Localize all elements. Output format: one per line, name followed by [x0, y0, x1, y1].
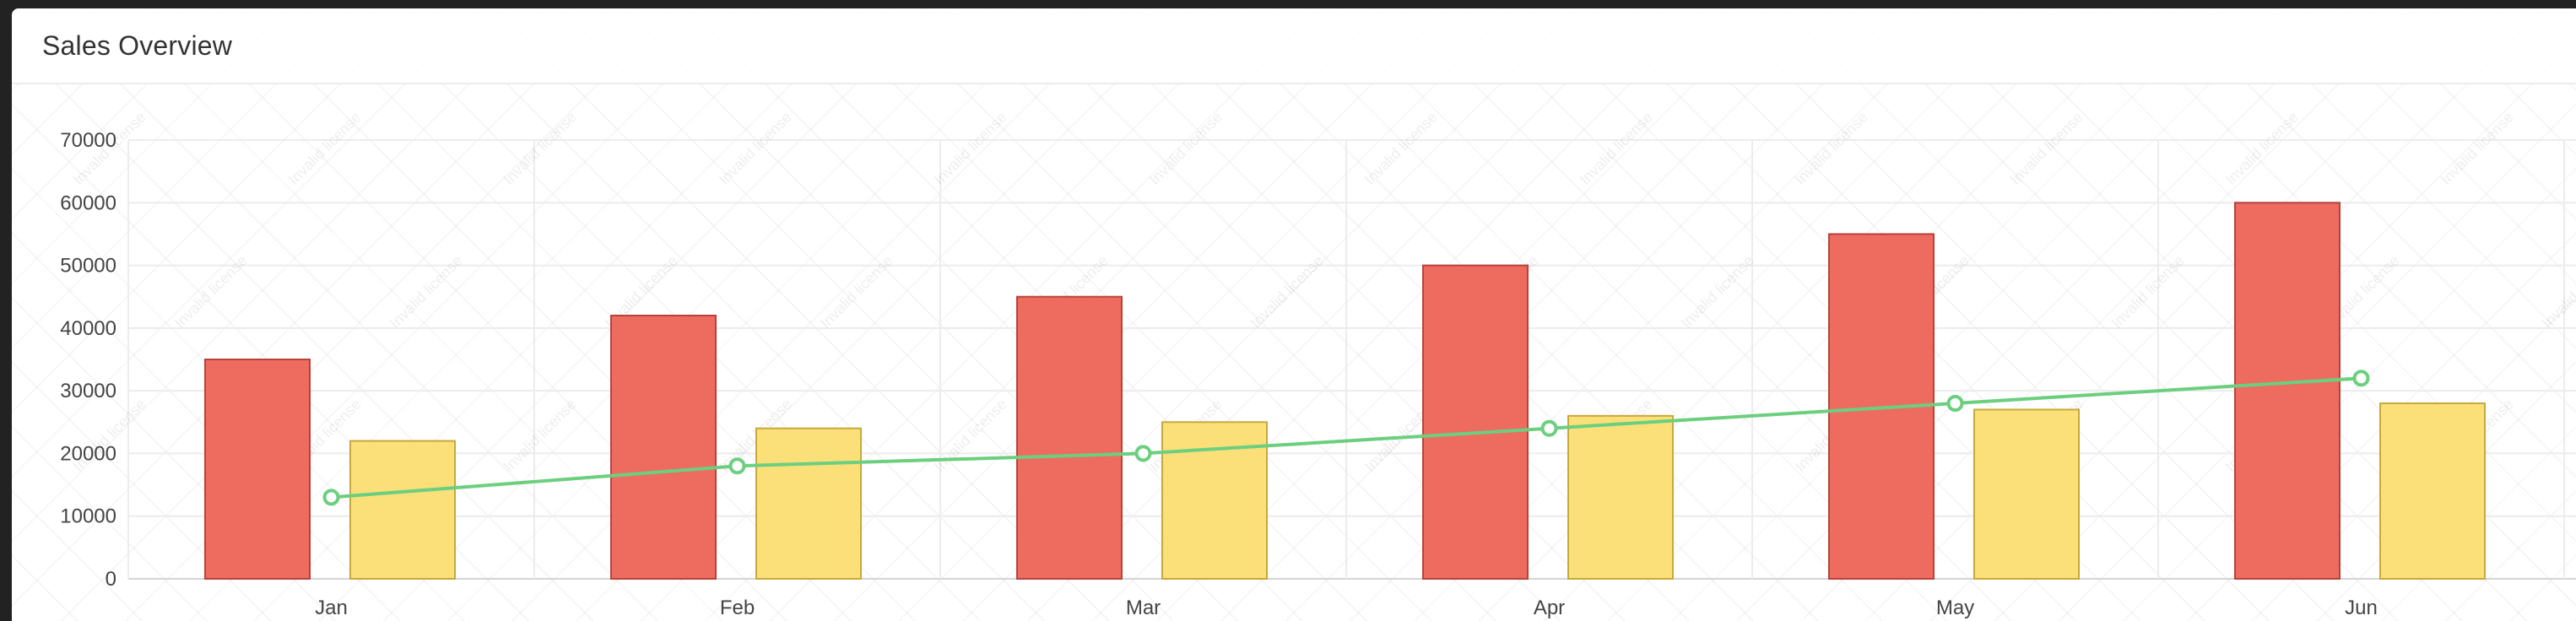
watermark-text: Invalid license: [387, 252, 466, 332]
watermark-text: Invalid license: [1146, 109, 1226, 188]
y-tick-label: 0: [106, 568, 116, 591]
x-tick-label: Jun: [2345, 597, 2378, 619]
x-tick-label: May: [1936, 597, 1974, 619]
y-tick-label: 60000: [60, 192, 116, 214]
watermark-text: Invalid license: [501, 109, 580, 188]
watermark-text: Invalid license: [2539, 252, 2576, 332]
watermark-text: Invalid license: [2007, 109, 2086, 188]
trend-point-apr: [1540, 419, 1558, 437]
trend-point-mar: [1134, 445, 1152, 462]
x-tick-label: Jan: [315, 597, 348, 619]
trend-point-feb: [728, 457, 746, 475]
watermark-text: Invalid license: [931, 109, 1010, 188]
bar-red-feb: [610, 315, 717, 580]
chart-card: Sales Overview 0 10000 20000 30000 40000 5000…: [12, 8, 2576, 621]
watermark-text: Invalid license: [2438, 109, 2517, 188]
card-header: Sales Overview: [12, 8, 2576, 84]
bar-red-jun: [2234, 202, 2341, 580]
trend-line: [331, 376, 2362, 500]
bar-yellow-jan: [349, 440, 456, 580]
y-tick-label: 30000: [60, 380, 116, 402]
watermark-text: Invalid license: [716, 109, 795, 188]
watermark-text: Invalid license: [1792, 109, 1871, 188]
watermark-text: Invalid license: [2222, 109, 2302, 188]
y-tick-label: 20000: [60, 442, 116, 465]
watermark-text: Invalid license: [1678, 252, 1757, 332]
y-tick-label: 10000: [60, 505, 116, 528]
watermark-text: Invalid license: [171, 252, 251, 332]
x-tick-label: Mar: [1126, 597, 1161, 619]
trend-point-jan: [322, 489, 340, 506]
bar-red-mar: [1016, 295, 1123, 580]
watermark-text: Invalid license: [931, 396, 1010, 475]
bar-red-apr: [1422, 264, 1529, 580]
bar-red-jan: [204, 359, 311, 580]
chart-area: 0 10000 20000 30000 40000 50000 60000 70000 Inva…: [12, 84, 2576, 621]
x-tick-label: Apr: [1534, 597, 1565, 619]
sales-chart-svg: 0 10000 20000 30000 40000 50000 60000 70000 Inva…: [60, 109, 2576, 619]
watermark-text: Invalid license: [1361, 109, 1441, 188]
watermark-text: Invalid license: [817, 252, 896, 332]
bar-yellow-may: [1973, 408, 2080, 580]
watermark-text: Invalid license: [2108, 252, 2188, 332]
chart-title: Sales Overview: [42, 30, 233, 61]
watermark-text: Invalid license: [285, 109, 365, 188]
trend-point-jun: [2352, 370, 2370, 387]
trend-point-may: [1946, 395, 1964, 412]
y-tick-label: 70000: [60, 129, 116, 152]
bar-yellow-apr: [1567, 414, 1674, 580]
bar-yellow-feb: [755, 427, 862, 580]
watermark-text: Invalid license: [501, 396, 580, 475]
x-tick-label: Feb: [720, 597, 755, 619]
watermark-text: Invalid license: [1247, 252, 1327, 332]
bar-yellow-jun: [2379, 402, 2486, 580]
y-tick-label: 50000: [60, 255, 116, 278]
y-tick-label: 40000: [60, 317, 116, 340]
watermark-text: Invalid license: [1577, 109, 1656, 188]
